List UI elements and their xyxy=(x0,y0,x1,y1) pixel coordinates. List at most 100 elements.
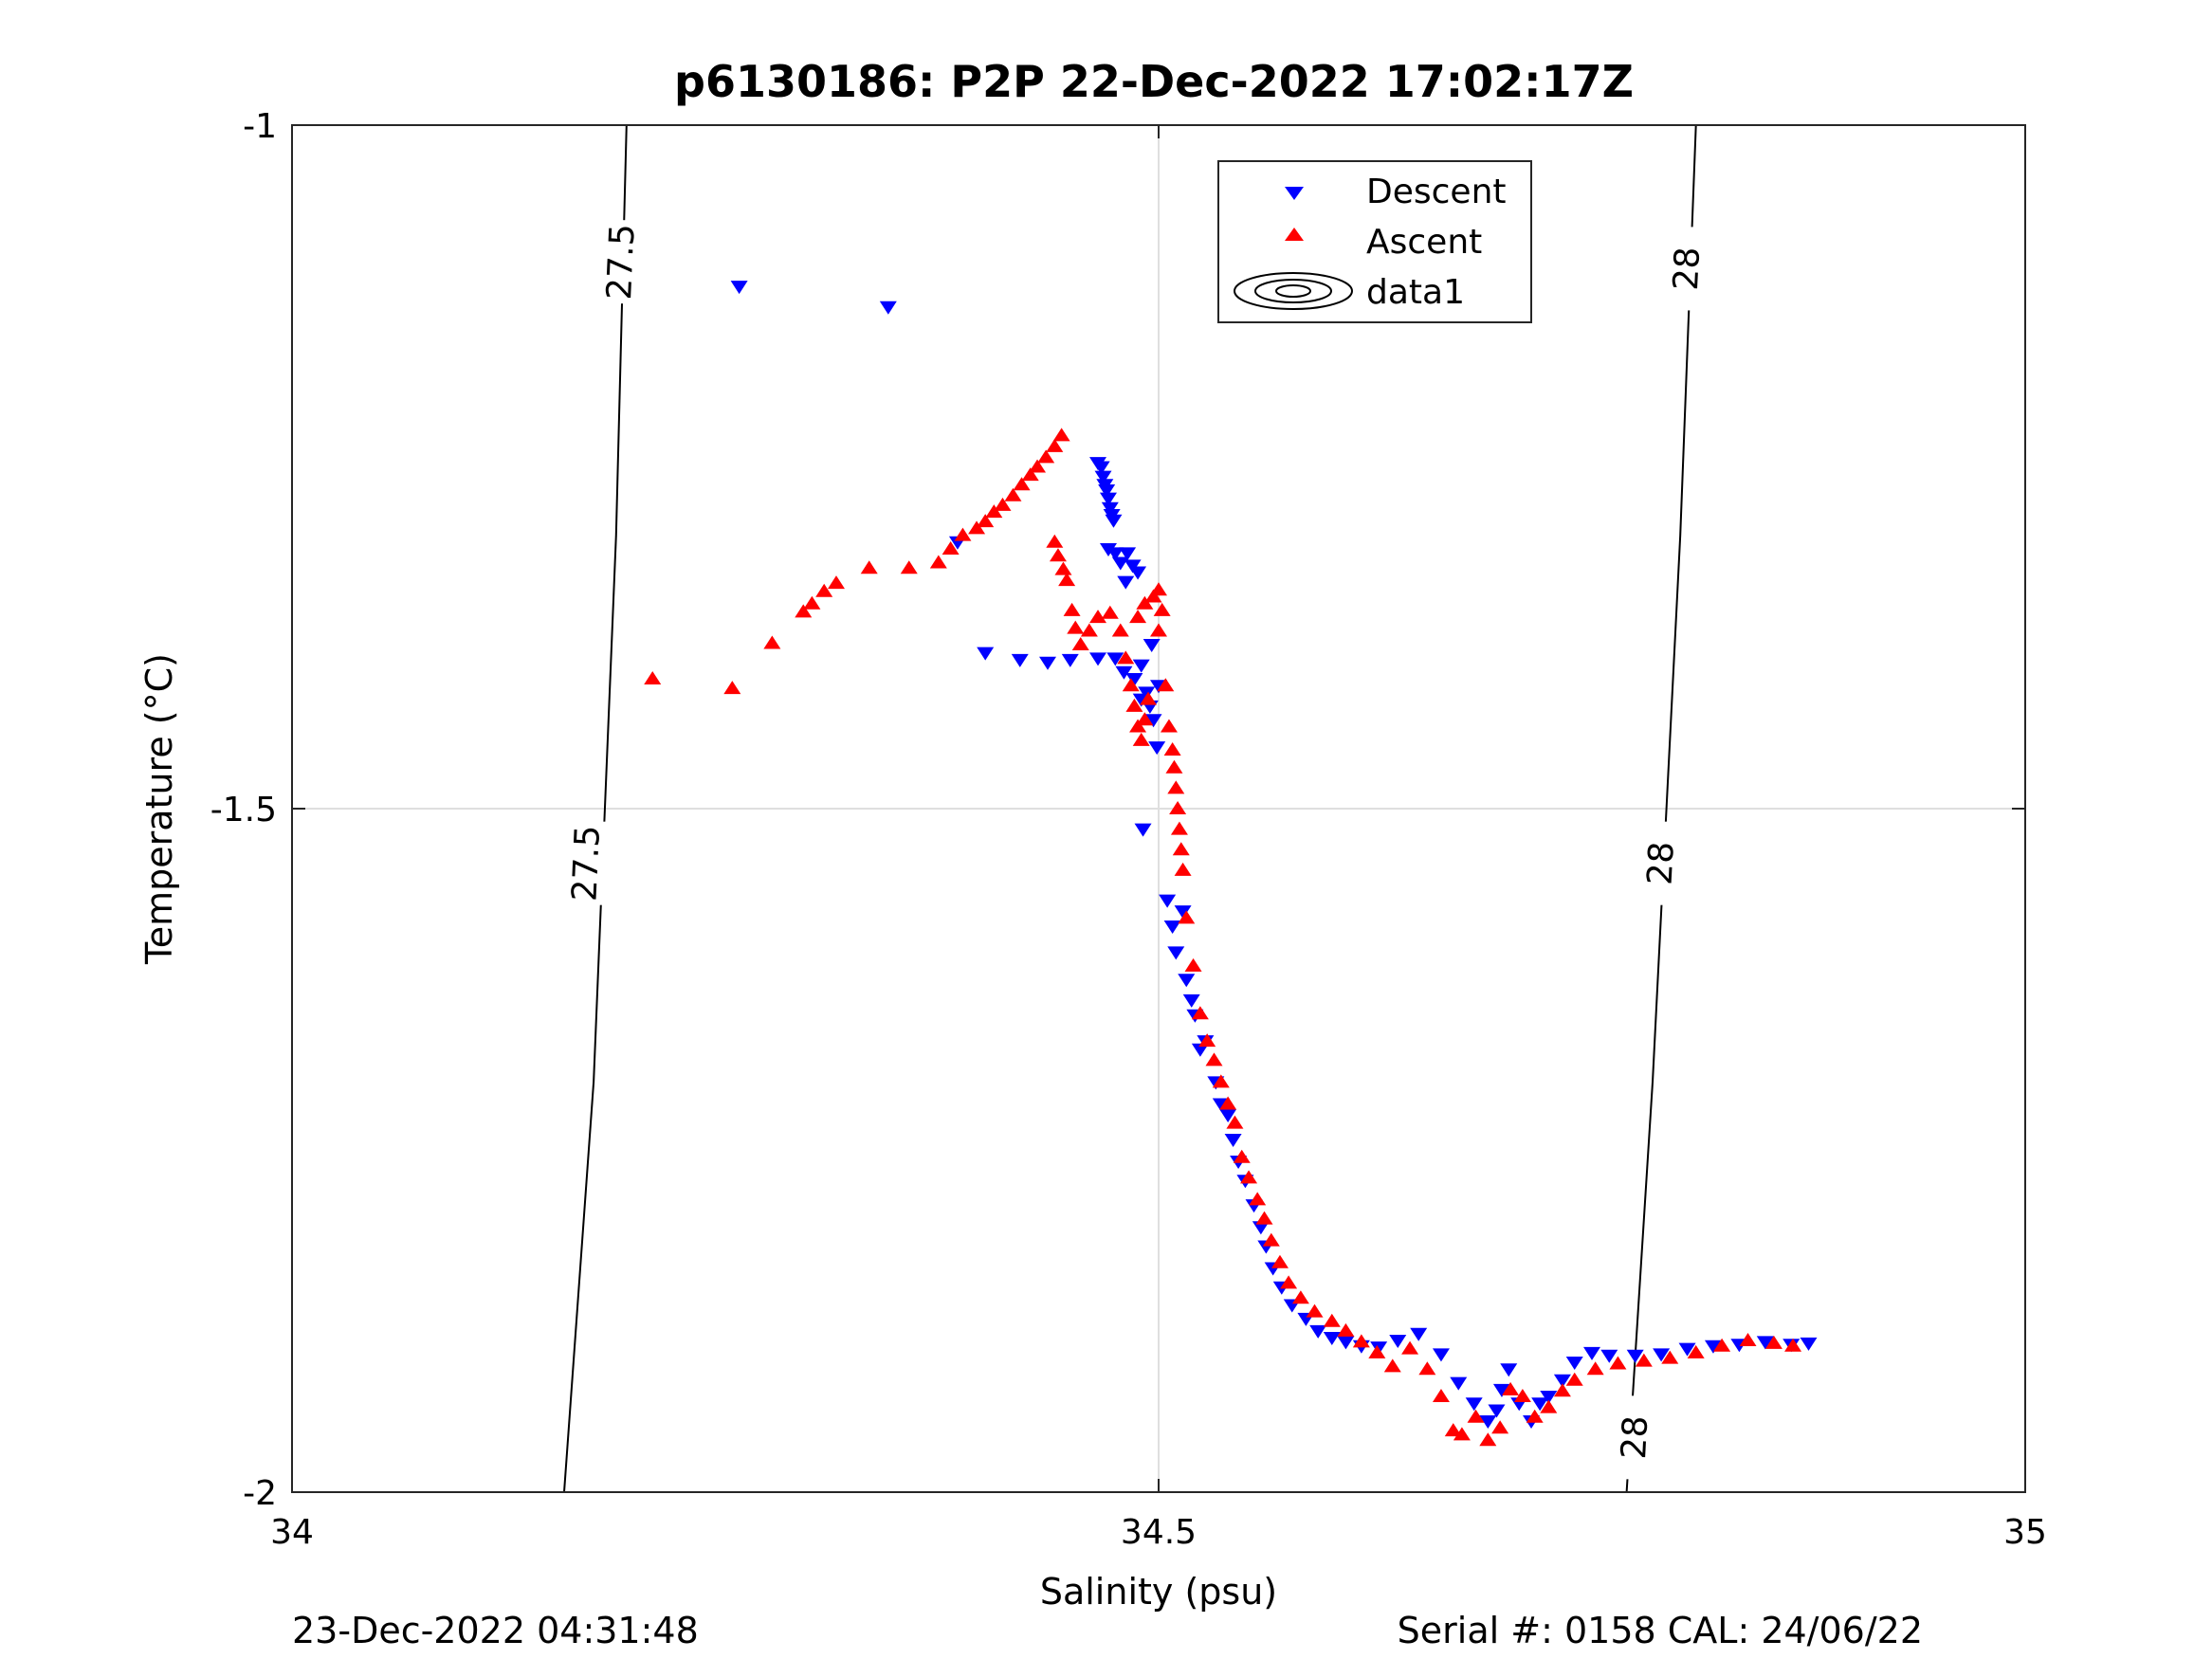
ascent-point xyxy=(860,560,878,574)
contour-label-gap xyxy=(1642,821,1681,905)
ascent-point xyxy=(1513,1389,1531,1403)
ascent-point xyxy=(1502,1381,1520,1395)
ascent-point xyxy=(954,527,972,541)
ascent-point xyxy=(1212,1074,1230,1088)
ascent-point xyxy=(1233,1149,1251,1163)
descent-point xyxy=(1167,946,1185,960)
ascent-point xyxy=(1262,1232,1280,1247)
ascent-point xyxy=(1046,534,1064,548)
ascent-point xyxy=(1432,1389,1450,1403)
ascent-point xyxy=(1526,1409,1544,1423)
descent-point xyxy=(1492,1383,1510,1397)
ascent-point xyxy=(1784,1338,1802,1352)
descent-point xyxy=(1704,1340,1722,1354)
ascent-point xyxy=(1219,1096,1237,1110)
descent-point xyxy=(879,301,897,315)
contour-label: 27.5 xyxy=(565,825,608,902)
ascent-point xyxy=(1165,759,1183,774)
descent-point xyxy=(1134,823,1152,837)
ascent-point xyxy=(1479,1432,1497,1447)
ascent-point xyxy=(1049,548,1067,562)
ascent-point xyxy=(1540,1399,1558,1413)
ascent-point xyxy=(1136,712,1154,726)
ascent-point xyxy=(1418,1361,1436,1376)
legend-data1-label: data1 xyxy=(1366,273,1465,312)
y-tick-label: -2 xyxy=(243,1474,277,1513)
ascent-point xyxy=(1013,477,1031,491)
descent-point xyxy=(1756,1336,1774,1350)
ascent-point xyxy=(795,604,813,618)
ascent-point xyxy=(1191,1006,1209,1020)
descent-point xyxy=(1119,547,1137,561)
ascent-point xyxy=(1052,428,1070,442)
ascent-point xyxy=(1291,1290,1309,1304)
descent-point xyxy=(1098,484,1116,499)
ascent-point xyxy=(1280,1275,1298,1289)
ascent-series xyxy=(644,428,1802,1447)
ascent-point xyxy=(1764,1335,1782,1349)
ascent-point xyxy=(1306,1304,1324,1318)
ascent-point xyxy=(1491,1420,1509,1434)
ascent-point xyxy=(1383,1358,1401,1373)
ascent-point xyxy=(1661,1350,1679,1364)
ascent-point xyxy=(763,635,781,649)
ascent-point xyxy=(1609,1356,1627,1370)
descent-point xyxy=(1224,1133,1242,1147)
descent-point xyxy=(1117,575,1135,590)
ascent-point xyxy=(1089,610,1107,624)
descent-point xyxy=(1011,653,1029,667)
ascent-point xyxy=(1063,602,1081,616)
descent-point xyxy=(1553,1374,1571,1388)
ascent-point xyxy=(1132,732,1150,746)
x-axis-label: Salinity (psu) xyxy=(1040,1571,1277,1613)
descent-point xyxy=(1105,514,1123,528)
descent-point xyxy=(1500,1363,1518,1377)
descent-point xyxy=(1479,1415,1497,1430)
ascent-point xyxy=(1368,1344,1386,1358)
ascent-point xyxy=(1635,1353,1653,1367)
descent-point xyxy=(1540,1391,1558,1405)
descent-point xyxy=(1531,1397,1549,1412)
descent-point xyxy=(1600,1349,1618,1363)
ascent-point xyxy=(1226,1115,1244,1129)
descent-point xyxy=(1583,1346,1600,1360)
descent-point xyxy=(1143,638,1161,652)
ascent-point xyxy=(900,560,918,574)
descent-point xyxy=(1174,905,1192,920)
ascent-point xyxy=(827,575,845,590)
ascent-point xyxy=(1323,1313,1341,1327)
descent-point xyxy=(1182,994,1200,1008)
ascent-point xyxy=(1255,1211,1273,1225)
legend-contour-icon xyxy=(1234,272,1353,310)
ascent-point xyxy=(1125,698,1143,712)
ascent-point xyxy=(1453,1427,1471,1441)
ascent-point xyxy=(1117,650,1135,665)
descent-point xyxy=(1678,1342,1696,1357)
legend-ascent-marker xyxy=(1285,228,1304,241)
descent-point xyxy=(1389,1334,1407,1348)
ascent-point xyxy=(1136,595,1154,610)
ascent-point xyxy=(1037,449,1055,464)
ascent-point xyxy=(644,671,662,685)
contour-label-gap xyxy=(1616,1395,1654,1480)
ascent-point xyxy=(1058,573,1076,587)
descent-point xyxy=(1132,659,1150,673)
ascent-point xyxy=(1111,623,1129,637)
descent-point xyxy=(1159,894,1177,908)
descent-point xyxy=(1089,652,1107,666)
legend-descent-label: Descent xyxy=(1366,173,1507,211)
descent-point xyxy=(1450,1376,1468,1391)
contour-label: 28 xyxy=(1667,246,1708,291)
ascent-point xyxy=(1271,1254,1289,1268)
ascent-point xyxy=(1150,582,1167,596)
ascent-point xyxy=(1687,1344,1705,1358)
descent-point xyxy=(1626,1349,1644,1363)
ascent-point xyxy=(815,583,833,597)
descent-point xyxy=(1337,1336,1355,1350)
ascent-point xyxy=(1004,487,1022,501)
ascent-point xyxy=(1160,719,1178,733)
descent-point xyxy=(977,647,995,661)
descent-point xyxy=(1129,566,1147,580)
ascent-point xyxy=(1184,957,1202,972)
x-tick-label: 34 xyxy=(270,1513,314,1552)
